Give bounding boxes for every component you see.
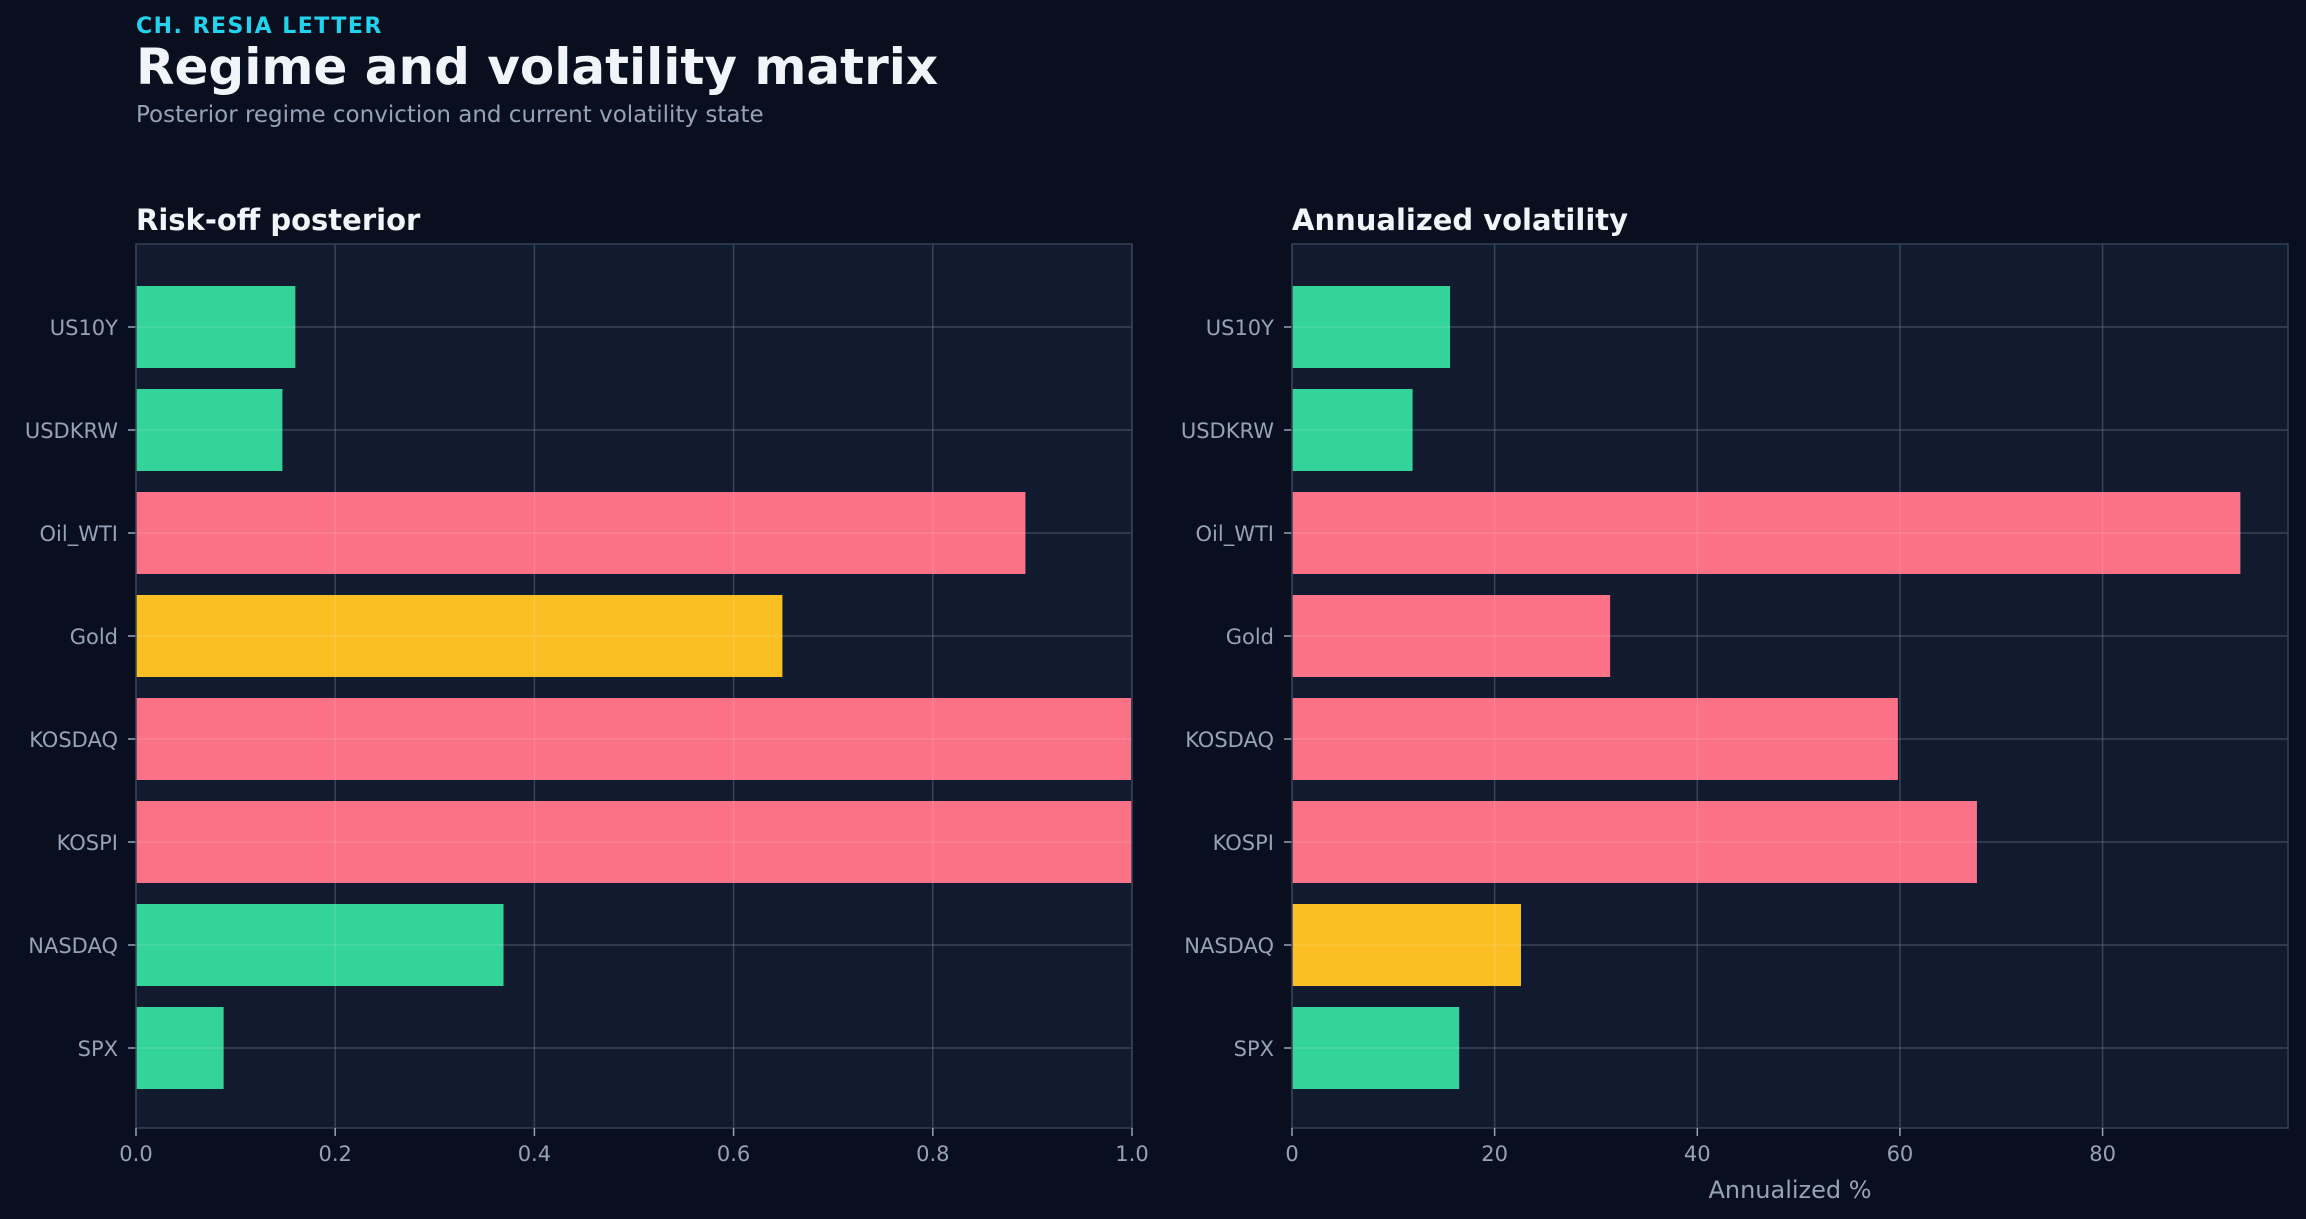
category-label: Oil_WTI bbox=[40, 522, 118, 547]
x-tick-label: 0.2 bbox=[318, 1142, 351, 1166]
bar-usdkrw bbox=[136, 389, 283, 471]
bar-oil-wti bbox=[1292, 492, 2241, 574]
x-axis-label: Annualized % bbox=[1708, 1176, 1871, 1204]
x-tick-label: 0.4 bbox=[518, 1142, 551, 1166]
x-tick-label: 0.8 bbox=[916, 1142, 949, 1166]
x-tick-label: 60 bbox=[1887, 1142, 1914, 1166]
category-label: USDKRW bbox=[1181, 419, 1274, 443]
plot-area bbox=[136, 244, 1132, 1128]
category-label: SPX bbox=[78, 1037, 118, 1061]
x-tick-label: 0 bbox=[1285, 1142, 1298, 1166]
bar-nasdaq bbox=[1292, 904, 1521, 986]
plot-area bbox=[1292, 244, 2288, 1128]
bar-us10y bbox=[136, 286, 296, 368]
plot-frame bbox=[135, 243, 1133, 1129]
category-label: NASDAQ bbox=[1184, 934, 1274, 958]
page-subtitle: Posterior regime conviction and current … bbox=[136, 102, 764, 128]
x-tick-label: 0.6 bbox=[717, 1142, 750, 1166]
x-tick-label: 20 bbox=[1481, 1142, 1508, 1166]
page-title: Regime and volatility matrix bbox=[136, 38, 939, 96]
category-label: Gold bbox=[70, 625, 118, 649]
category-label: US10Y bbox=[1206, 316, 1274, 340]
bar-gold bbox=[1292, 595, 1611, 677]
bar-gold bbox=[136, 595, 783, 677]
panel-title: Annualized volatility bbox=[1292, 203, 1628, 237]
bar-kosdaq bbox=[136, 698, 1132, 780]
category-label: KOSPI bbox=[1213, 831, 1274, 855]
bar-usdkrw bbox=[1292, 389, 1413, 471]
x-tick-label: 1.0 bbox=[1115, 1142, 1148, 1166]
category-label: USDKRW bbox=[25, 419, 118, 443]
category-label: KOSPI bbox=[57, 831, 118, 855]
bar-kospi bbox=[1292, 801, 1977, 883]
bar-nasdaq bbox=[136, 904, 504, 986]
category-label: SPX bbox=[1234, 1037, 1274, 1061]
bar-spx bbox=[1292, 1007, 1460, 1089]
x-tick-label: 0.0 bbox=[119, 1142, 152, 1166]
chart-panel-2: Annualized volatility US10Y USDKRW Oil_WTI G… bbox=[1181, 203, 2289, 1204]
bar-kospi bbox=[136, 801, 1132, 883]
panel-title: Risk-off posterior bbox=[136, 203, 421, 237]
category-label: KOSDAQ bbox=[29, 728, 118, 752]
bar-oil-wti bbox=[136, 492, 1026, 574]
chart-panel-1: Risk-off posterior US10Y USDKRW Oil_WTI Gold… bbox=[25, 203, 1149, 1166]
bar-spx bbox=[136, 1007, 224, 1089]
category-label: KOSDAQ bbox=[1185, 728, 1274, 752]
category-label: Oil_WTI bbox=[1196, 522, 1274, 547]
plot-frame bbox=[1291, 243, 2289, 1129]
report-kicker: CH. RESIA LETTER bbox=[136, 14, 383, 39]
x-tick-label: 40 bbox=[1684, 1142, 1711, 1166]
x-tick-label: 80 bbox=[2089, 1142, 2116, 1166]
category-label: Gold bbox=[1226, 625, 1274, 649]
category-label: NASDAQ bbox=[28, 934, 118, 958]
bar-kosdaq bbox=[1292, 698, 1898, 780]
category-label: US10Y bbox=[50, 316, 118, 340]
bar-us10y bbox=[1292, 286, 1451, 368]
